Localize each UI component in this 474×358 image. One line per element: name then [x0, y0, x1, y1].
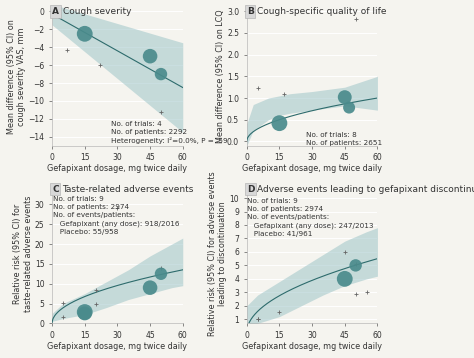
Point [280, 91, 288, 97]
Text: Cough-specific quality of life: Cough-specific quality of life [257, 7, 387, 16]
Text: A: A [52, 7, 59, 16]
Y-axis label: Relative risk (95% CI) for adverse events
leading to discontinuation: Relative risk (95% CI) for adverse event… [208, 171, 228, 336]
Point [341, 249, 348, 255]
Point [59, 315, 67, 320]
Y-axis label: Relative risk (95% CI) for
taste-related adverse events: Relative risk (95% CI) for taste-related… [13, 196, 33, 312]
Point [275, 309, 283, 315]
Point [363, 290, 370, 295]
Point [352, 261, 359, 267]
Point [81, 31, 89, 37]
Text: Adverse events leading to gefapixant discontinuation: Adverse events leading to gefapixant dis… [257, 185, 474, 194]
Point [352, 16, 359, 22]
Text: No. of trials: 9
No. of patients: 2974
No. of events/patients:
   Gefapixant (an: No. of trials: 9 No. of patients: 2974 N… [53, 197, 179, 235]
Point [64, 47, 71, 53]
Text: Cough severity: Cough severity [63, 7, 131, 16]
Point [157, 71, 165, 77]
Point [81, 310, 89, 316]
Point [346, 105, 353, 110]
Point [157, 109, 165, 115]
X-axis label: Gefapixant dosage, mg twice daily: Gefapixant dosage, mg twice daily [47, 342, 187, 351]
Point [157, 265, 165, 271]
Point [157, 271, 165, 277]
Point [254, 316, 262, 322]
Point [254, 316, 262, 322]
Point [92, 301, 100, 306]
Text: No. of trials: 4
No. of patients: 2292
Heterogeneity: I²=0.0%, P = .59: No. of trials: 4 No. of patients: 2292 H… [111, 121, 228, 144]
X-axis label: Gefapixant dosage, mg twice daily: Gefapixant dosage, mg twice daily [47, 164, 187, 173]
Point [352, 262, 359, 268]
Text: No. of trials: 8
No. of patients: 2651: No. of trials: 8 No. of patients: 2651 [306, 132, 382, 146]
Text: No. of trials: 9
No. of patients: 2974
No. of events/patients:
   Gefapixant (an: No. of trials: 9 No. of patients: 2974 N… [247, 198, 374, 237]
Point [92, 287, 100, 292]
Point [146, 285, 154, 290]
X-axis label: Gefapixant dosage, mg twice daily: Gefapixant dosage, mg twice daily [242, 164, 382, 173]
Point [114, 205, 121, 211]
Point [341, 94, 348, 100]
Text: D: D [247, 185, 254, 194]
Point [96, 62, 104, 68]
Y-axis label: Mean difference (95% CI) on LCQ: Mean difference (95% CI) on LCQ [216, 10, 225, 143]
Text: B: B [247, 7, 254, 16]
Point [275, 120, 283, 126]
Point [352, 291, 359, 296]
Text: Taste-related adverse events: Taste-related adverse events [63, 185, 194, 194]
Point [254, 86, 262, 91]
Point [341, 276, 348, 282]
X-axis label: Gefapixant dosage, mg twice daily: Gefapixant dosage, mg twice daily [242, 342, 382, 351]
Y-axis label: Mean difference (95% CI) on
cough severity VAS, mm: Mean difference (95% CI) on cough severi… [7, 19, 27, 134]
Point [146, 53, 154, 59]
Point [59, 300, 67, 306]
Text: C: C [52, 185, 59, 194]
Point [81, 309, 89, 315]
